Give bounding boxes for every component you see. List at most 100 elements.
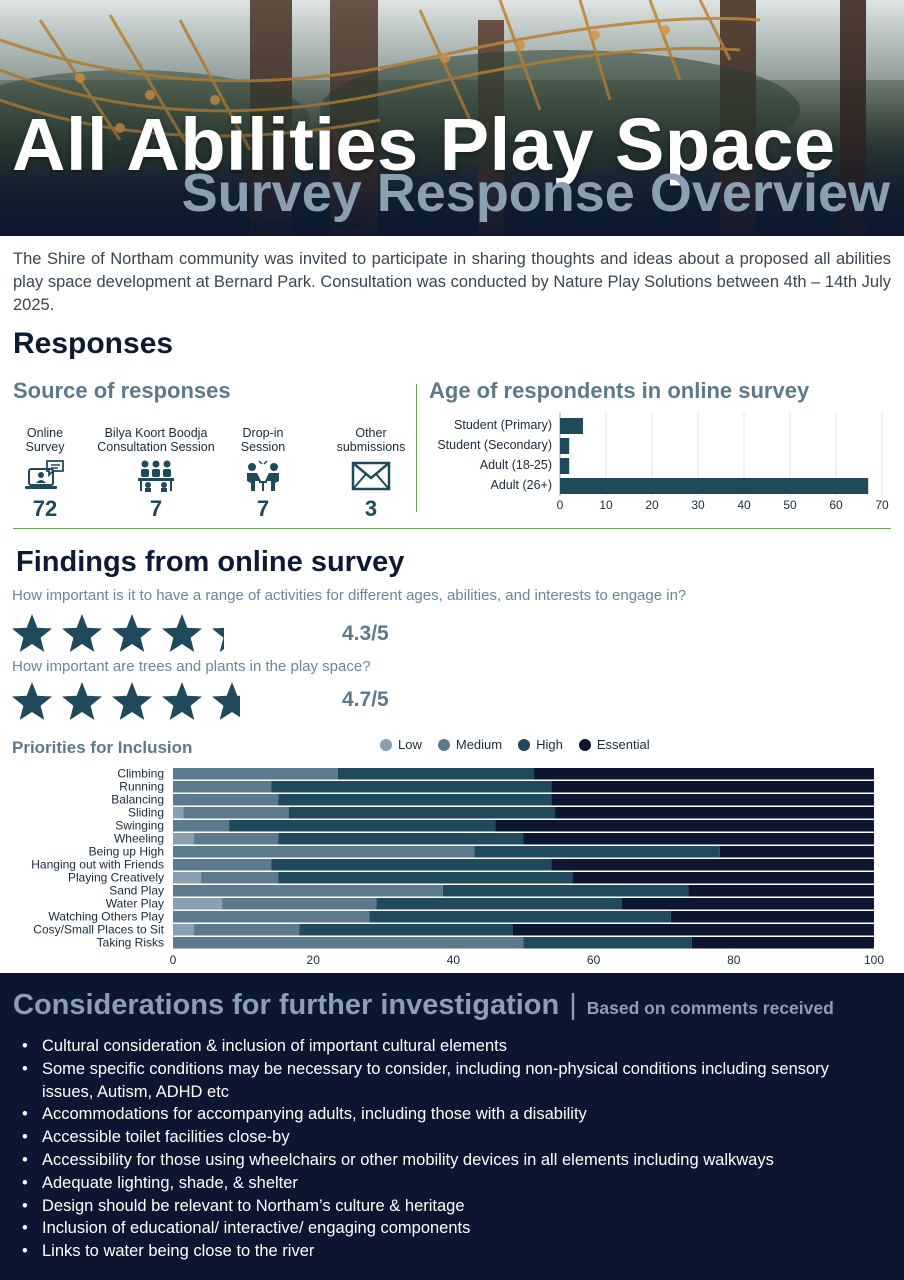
heading-separator: |: [569, 989, 577, 1021]
source-label: Other submissions: [336, 426, 406, 454]
priority-bar-low: [173, 833, 195, 845]
priority-bar-high: [278, 833, 524, 845]
priority-bar-low: [173, 924, 195, 936]
priority-bar-high: [278, 794, 552, 806]
rating-stars-trees: [12, 682, 250, 720]
age-tick-label: 30: [691, 498, 705, 512]
priority-bar-high: [229, 820, 496, 832]
star-icon: [162, 614, 202, 652]
priority-category-label: Taking Risks: [97, 936, 164, 950]
conversation-icon: [228, 458, 298, 494]
consideration-item: Some specific conditions may be necessar…: [22, 1058, 882, 1104]
priority-bar-high: [442, 885, 689, 897]
partial-star-icon: [212, 614, 250, 652]
priority-bar-high: [369, 911, 671, 923]
priorities-legend: Low Medium High Essential: [380, 737, 650, 752]
age-chart: 0 10 20 30 40 50 60 70 Student (Primary) Student …: [437, 412, 889, 512]
priority-bar-essential: [688, 885, 874, 897]
considerations-title: Considerations for further investigation: [13, 989, 560, 1021]
question-trees: How important are trees and plants in th…: [12, 658, 371, 675]
priority-category-label: Cosy/Small Places to Sit: [33, 923, 164, 937]
priority-bar-essential: [551, 859, 874, 871]
page-subtitle: Survey Response Overview: [181, 163, 890, 223]
priority-bar-high: [474, 846, 720, 858]
consideration-item: Inclusion of educational/ interactive/ e…: [22, 1217, 882, 1240]
priority-bar-essential: [534, 768, 874, 780]
considerations-subtitle: Based on comments received: [586, 998, 834, 1018]
age-bar: [560, 458, 570, 474]
priority-category-label: Running: [119, 780, 164, 794]
page-title: All Abilities Play Space: [12, 103, 836, 186]
vertical-divider: [416, 384, 417, 512]
priority-bar-high: [288, 807, 556, 819]
source-online-survey: Online Survey 72: [10, 412, 80, 522]
consideration-item: Adequate lighting, shade, & shelter: [22, 1172, 882, 1195]
priority-bar-medium: [183, 807, 289, 819]
considerations-section: Considerations for further investigation…: [0, 973, 904, 1280]
priority-category-label: Balancing: [111, 793, 164, 807]
priority-category-label: Hanging out with Friends: [31, 858, 164, 872]
consideration-item: Accessibility for those using wheelchair…: [22, 1149, 882, 1172]
priority-bar-essential: [621, 898, 874, 910]
consideration-item: Accessible toilet facilities close-by: [22, 1126, 882, 1149]
star-icon: [12, 614, 52, 652]
source-other-submissions: Other submissions 3: [326, 412, 416, 522]
priority-bar-medium: [173, 781, 272, 793]
priority-bar-medium: [194, 924, 300, 936]
priority-category-label: Watching Others Play: [48, 910, 164, 924]
hero-overlay: [0, 0, 904, 236]
priority-category-label: Wheeling: [114, 832, 164, 846]
source-count: 7: [149, 496, 163, 521]
priority-bar-essential: [512, 924, 874, 936]
age-tick-label: 10: [599, 498, 613, 512]
score-activities: 4.3/5: [342, 622, 389, 645]
source-bilya-koort-boodja: Bilya Koort Boodja Consultation Session …: [96, 412, 216, 522]
priorities-chart: ClimbingRunningBalancingSlidingSwingingW…: [31, 767, 884, 968]
age-category-label: Adult (18-25): [480, 458, 552, 472]
horizontal-divider: [13, 528, 891, 529]
consideration-item: Links to water being close to the river: [22, 1240, 882, 1263]
star-icon: [112, 614, 152, 652]
consideration-item: Design should be relevant to Northam’s c…: [22, 1195, 882, 1218]
consideration-item: Accommodations for accompanying adults, …: [22, 1103, 882, 1126]
age-category-label: Adult (26+): [491, 478, 553, 492]
legend-essential: Essential: [578, 737, 650, 752]
priority-bar-medium: [173, 768, 338, 780]
source-label: Drop-in Session: [240, 426, 286, 454]
star-icon: [162, 682, 202, 720]
star-icon: [62, 682, 102, 720]
hero-tiny-text: Monthly Sales Revenue: [248, 221, 367, 231]
priorities-title: Priorities for Inclusion: [12, 738, 193, 757]
priority-tick-label: 80: [727, 953, 741, 967]
star-icon: [112, 682, 152, 720]
priority-bar-medium: [173, 820, 230, 832]
age-heading: Age of respondents in online survey: [429, 378, 810, 403]
priority-bar-essential: [691, 937, 874, 949]
priority-tick-label: 0: [170, 953, 177, 967]
priority-bar-medium: [173, 937, 524, 949]
age-tick-label: 70: [875, 498, 889, 512]
priority-bar-essential: [555, 807, 874, 819]
partial-star-icon: [212, 682, 250, 720]
age-bar: [560, 438, 570, 454]
priority-tick-label: 20: [307, 953, 321, 967]
source-label: Online Survey: [25, 426, 65, 454]
source-heading: Source of responses: [13, 378, 231, 403]
priority-bar-essential: [670, 911, 874, 923]
priority-bar-high: [278, 872, 573, 884]
findings-heading: Findings from online survey: [16, 546, 405, 578]
age-tick-label: 50: [783, 498, 797, 512]
priority-category-label: Climbing: [117, 767, 164, 781]
age-category-label: Student (Secondary): [437, 438, 552, 452]
priority-bar-essential: [551, 794, 874, 806]
priority-category-label: Sand Play: [109, 884, 164, 898]
priority-category-label: Playing Creatively: [68, 871, 164, 885]
priority-category-label: Swinging: [115, 819, 164, 833]
priority-tick-label: 100: [864, 953, 884, 967]
group-meeting-icon: [96, 458, 216, 494]
source-count: 3: [364, 496, 378, 521]
priority-bar-medium: [173, 794, 279, 806]
source-count: 72: [32, 496, 58, 521]
score-trees: 4.7/5: [342, 688, 389, 711]
age-tick-label: 0: [557, 498, 564, 512]
